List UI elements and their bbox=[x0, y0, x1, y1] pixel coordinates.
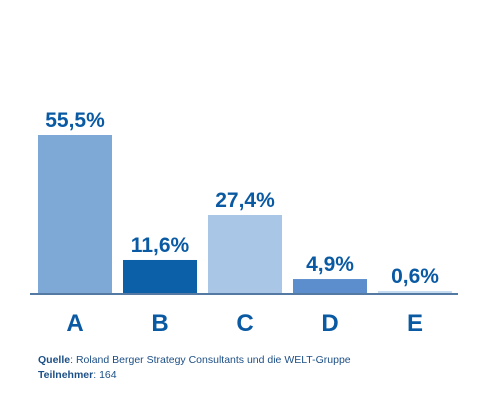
category-label-a: A bbox=[66, 310, 83, 337]
value-label-e: 0,6% bbox=[391, 265, 439, 288]
value-label-a: 55,5% bbox=[45, 109, 105, 132]
category-label-b: B bbox=[151, 310, 168, 337]
bar-c bbox=[208, 214, 282, 293]
value-label-d: 4,9% bbox=[306, 253, 354, 276]
bar-b bbox=[123, 259, 197, 293]
participants-label: Teilnehmer bbox=[38, 369, 94, 381]
source-line: Quelle: Roland Berger Strategy Consultan… bbox=[38, 353, 351, 368]
participants-text: : 164 bbox=[93, 369, 117, 381]
value-label-c: 27,4% bbox=[215, 189, 275, 212]
participants-line: Teilnehmer: 164 bbox=[38, 368, 351, 383]
category-label-e: E bbox=[407, 310, 423, 337]
bar-d bbox=[293, 279, 367, 293]
source-note: Quelle: Roland Berger Strategy Consultan… bbox=[38, 353, 351, 383]
bar-a bbox=[38, 135, 112, 293]
bars-group bbox=[38, 135, 452, 293]
source-text: : Roland Berger Strategy Consultants und… bbox=[70, 354, 351, 366]
source-label: Quelle bbox=[38, 354, 71, 366]
value-label-b: 11,6% bbox=[131, 234, 190, 257]
category-label-c: C bbox=[236, 310, 253, 337]
labels-group: 55,5% A 11,6% B 27,4% C 4,9% D 0,6% E bbox=[45, 109, 439, 337]
bar-e bbox=[378, 291, 452, 293]
category-label-d: D bbox=[321, 310, 338, 337]
